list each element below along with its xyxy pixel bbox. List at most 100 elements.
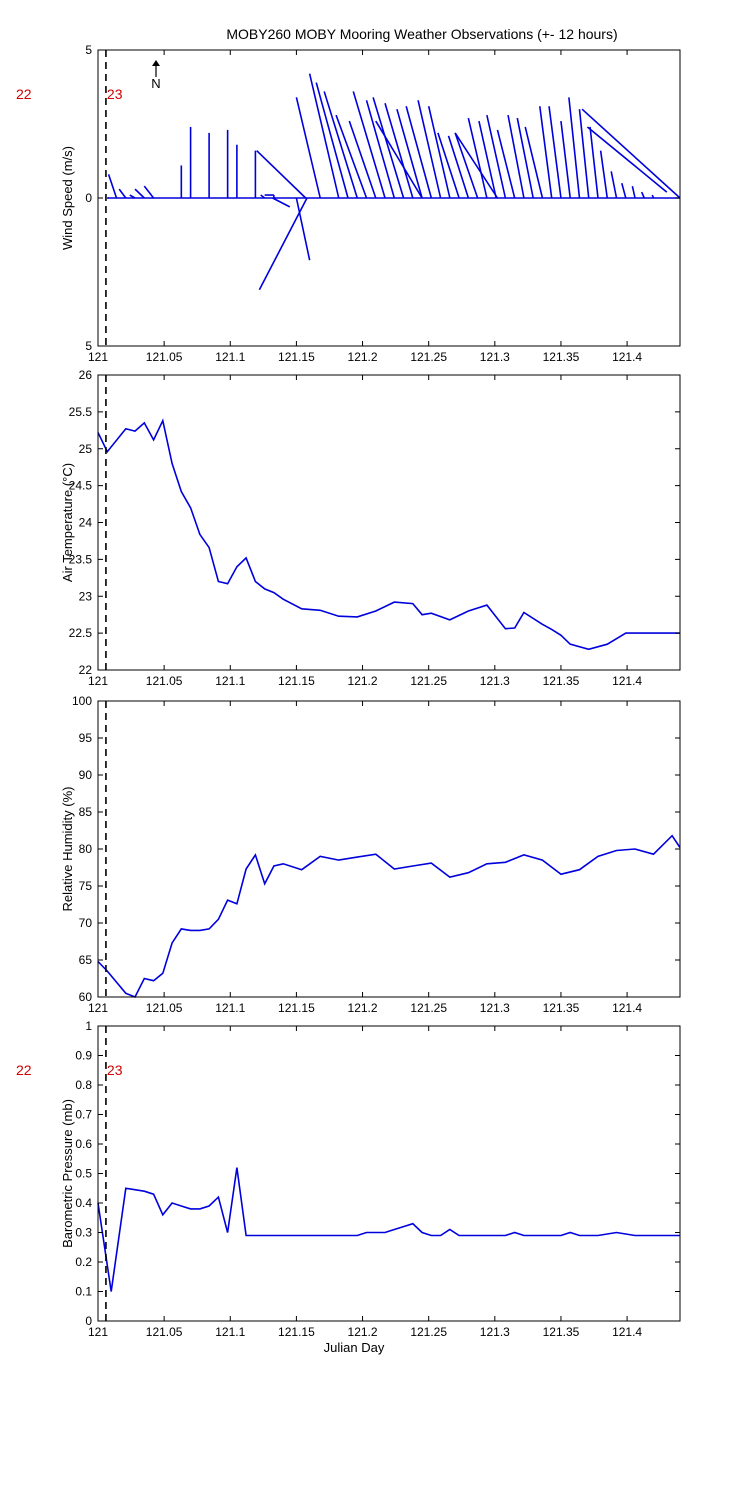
wind-vector	[496, 129, 516, 199]
y-tick-label: 0.1	[75, 1285, 92, 1299]
y-axis-label: Barometric Pressure (mb)	[60, 1099, 75, 1248]
north-label: N	[151, 76, 160, 91]
wind-vector	[447, 135, 470, 199]
wind-vector	[365, 100, 396, 199]
wind-vector	[467, 117, 488, 199]
y-tick-label: 0.3	[75, 1226, 92, 1240]
y-tick-label: 24	[79, 516, 93, 530]
wind-vector	[589, 126, 599, 199]
panel-barometric_pressure: 0 0.1 0.2 0.3 0.4 0.5 0.6 0.7 0.8 0.9 1 121 121.05 12…	[16, 1019, 681, 1355]
wind-vector	[578, 109, 590, 199]
y-tick-label: 0.7	[75, 1108, 92, 1122]
x-tick-label: 121.15	[278, 1325, 315, 1339]
north-arrowhead-icon	[152, 60, 160, 66]
wind-vector	[308, 73, 340, 199]
y-tick-label: 22.5	[69, 626, 93, 640]
chart-title: MOBY260 MOBY Mooring Weather Observation…	[226, 26, 617, 42]
y-tick-label: 85	[79, 805, 93, 819]
x-tick-label: 121.2	[348, 1325, 378, 1339]
wind-vector	[640, 191, 646, 199]
wind-vector	[524, 126, 544, 199]
x-tick-label: 121.3	[480, 674, 510, 688]
plot-frame	[97, 1025, 681, 1322]
wind-vector	[581, 108, 681, 199]
x-tick-label: 121.1	[215, 1001, 245, 1015]
y-tick-label: 75	[79, 879, 93, 893]
x-tick-label: 121.15	[278, 674, 315, 688]
wind-vector	[375, 120, 423, 199]
hour-label: 23	[107, 1062, 123, 1078]
wind-vector	[454, 132, 479, 199]
x-tick-label: 121.3	[480, 1001, 510, 1015]
x-tick-label: 121	[88, 350, 108, 364]
hour-label: 22	[16, 1062, 32, 1078]
panel-air_temperature: 22 22.5 23 23.5 24 24.5 25 25.5 26 121 121.05 121.1…	[60, 368, 681, 688]
wind-vector	[631, 185, 636, 199]
wind-vector	[586, 126, 668, 193]
y-tick-label: 26	[79, 368, 93, 382]
wind-vector	[417, 100, 442, 199]
y-tick-label: 0.4	[75, 1196, 92, 1210]
x-tick-label: 121.05	[146, 674, 183, 688]
relative_humidity-series-line	[97, 834, 681, 999]
wind-vector	[621, 182, 627, 199]
north-indicator: N	[151, 60, 161, 91]
wind-vector	[315, 82, 349, 199]
wind-vector	[427, 106, 451, 199]
y-tick-label: 23.5	[69, 552, 93, 566]
y-axis-label: Wind Speed (m/s)	[60, 146, 75, 250]
y-tick-label: 23	[79, 589, 93, 603]
x-tick-label: 121.1	[215, 674, 245, 688]
y-tick-label: 70	[79, 916, 93, 930]
wind-vector	[610, 171, 618, 199]
x-tick-label: 121	[88, 674, 108, 688]
x-tick-label: 121.05	[146, 1325, 183, 1339]
wind-vector	[560, 120, 572, 199]
plot-frame	[97, 700, 681, 998]
x-tick-label: 121.05	[146, 350, 183, 364]
wind-vector	[352, 91, 386, 199]
wind-vector	[256, 150, 307, 199]
wind-vector	[143, 185, 155, 199]
x-tick-label: 121.25	[410, 350, 447, 364]
x-tick-label: 121.35	[543, 1325, 580, 1339]
y-tick-label: 100	[72, 694, 92, 708]
y-tick-label: 0.2	[75, 1255, 92, 1269]
wind-vector	[348, 120, 377, 199]
wind-vector	[129, 194, 136, 199]
wind-vector	[384, 103, 414, 199]
wind-vector	[295, 97, 321, 199]
wind-vector	[107, 174, 118, 199]
y-tick-label: 65	[79, 953, 93, 967]
y-tick-label: 5	[85, 339, 92, 353]
x-tick-label: 121.2	[348, 1001, 378, 1015]
x-tick-label: 121.05	[146, 1001, 183, 1015]
x-tick-label: 121	[88, 1325, 108, 1339]
y-tick-label: 0.8	[75, 1078, 92, 1092]
wind-vector	[548, 106, 562, 199]
plot-frame	[97, 374, 681, 671]
x-tick-label: 121.3	[480, 350, 510, 364]
y-tick-label: 25.5	[69, 405, 93, 419]
wind-vector	[335, 114, 368, 199]
wind-vector	[516, 117, 534, 199]
wind-vector	[478, 120, 497, 199]
y-tick-label: 0	[85, 191, 92, 205]
wind-vector	[538, 106, 553, 199]
x-tick-label: 121.4	[612, 1001, 642, 1015]
x-tick-label: 121.15	[278, 1001, 315, 1015]
y-axis-label: Air Temperature (°C)	[60, 463, 75, 582]
wind-vector	[507, 114, 525, 199]
wind-vector	[295, 197, 311, 261]
hour-label: 23	[107, 86, 123, 102]
y-tick-label: 90	[79, 768, 93, 782]
wind-vector	[651, 194, 655, 199]
x-tick-label: 121.25	[410, 1001, 447, 1015]
wind-vector	[272, 197, 291, 208]
x-tick-label: 121.35	[543, 350, 580, 364]
y-tick-label: 1	[85, 1019, 92, 1033]
x-tick-label: 121.35	[543, 1001, 580, 1015]
wind-vector	[372, 97, 405, 199]
wind-vector	[599, 150, 609, 199]
